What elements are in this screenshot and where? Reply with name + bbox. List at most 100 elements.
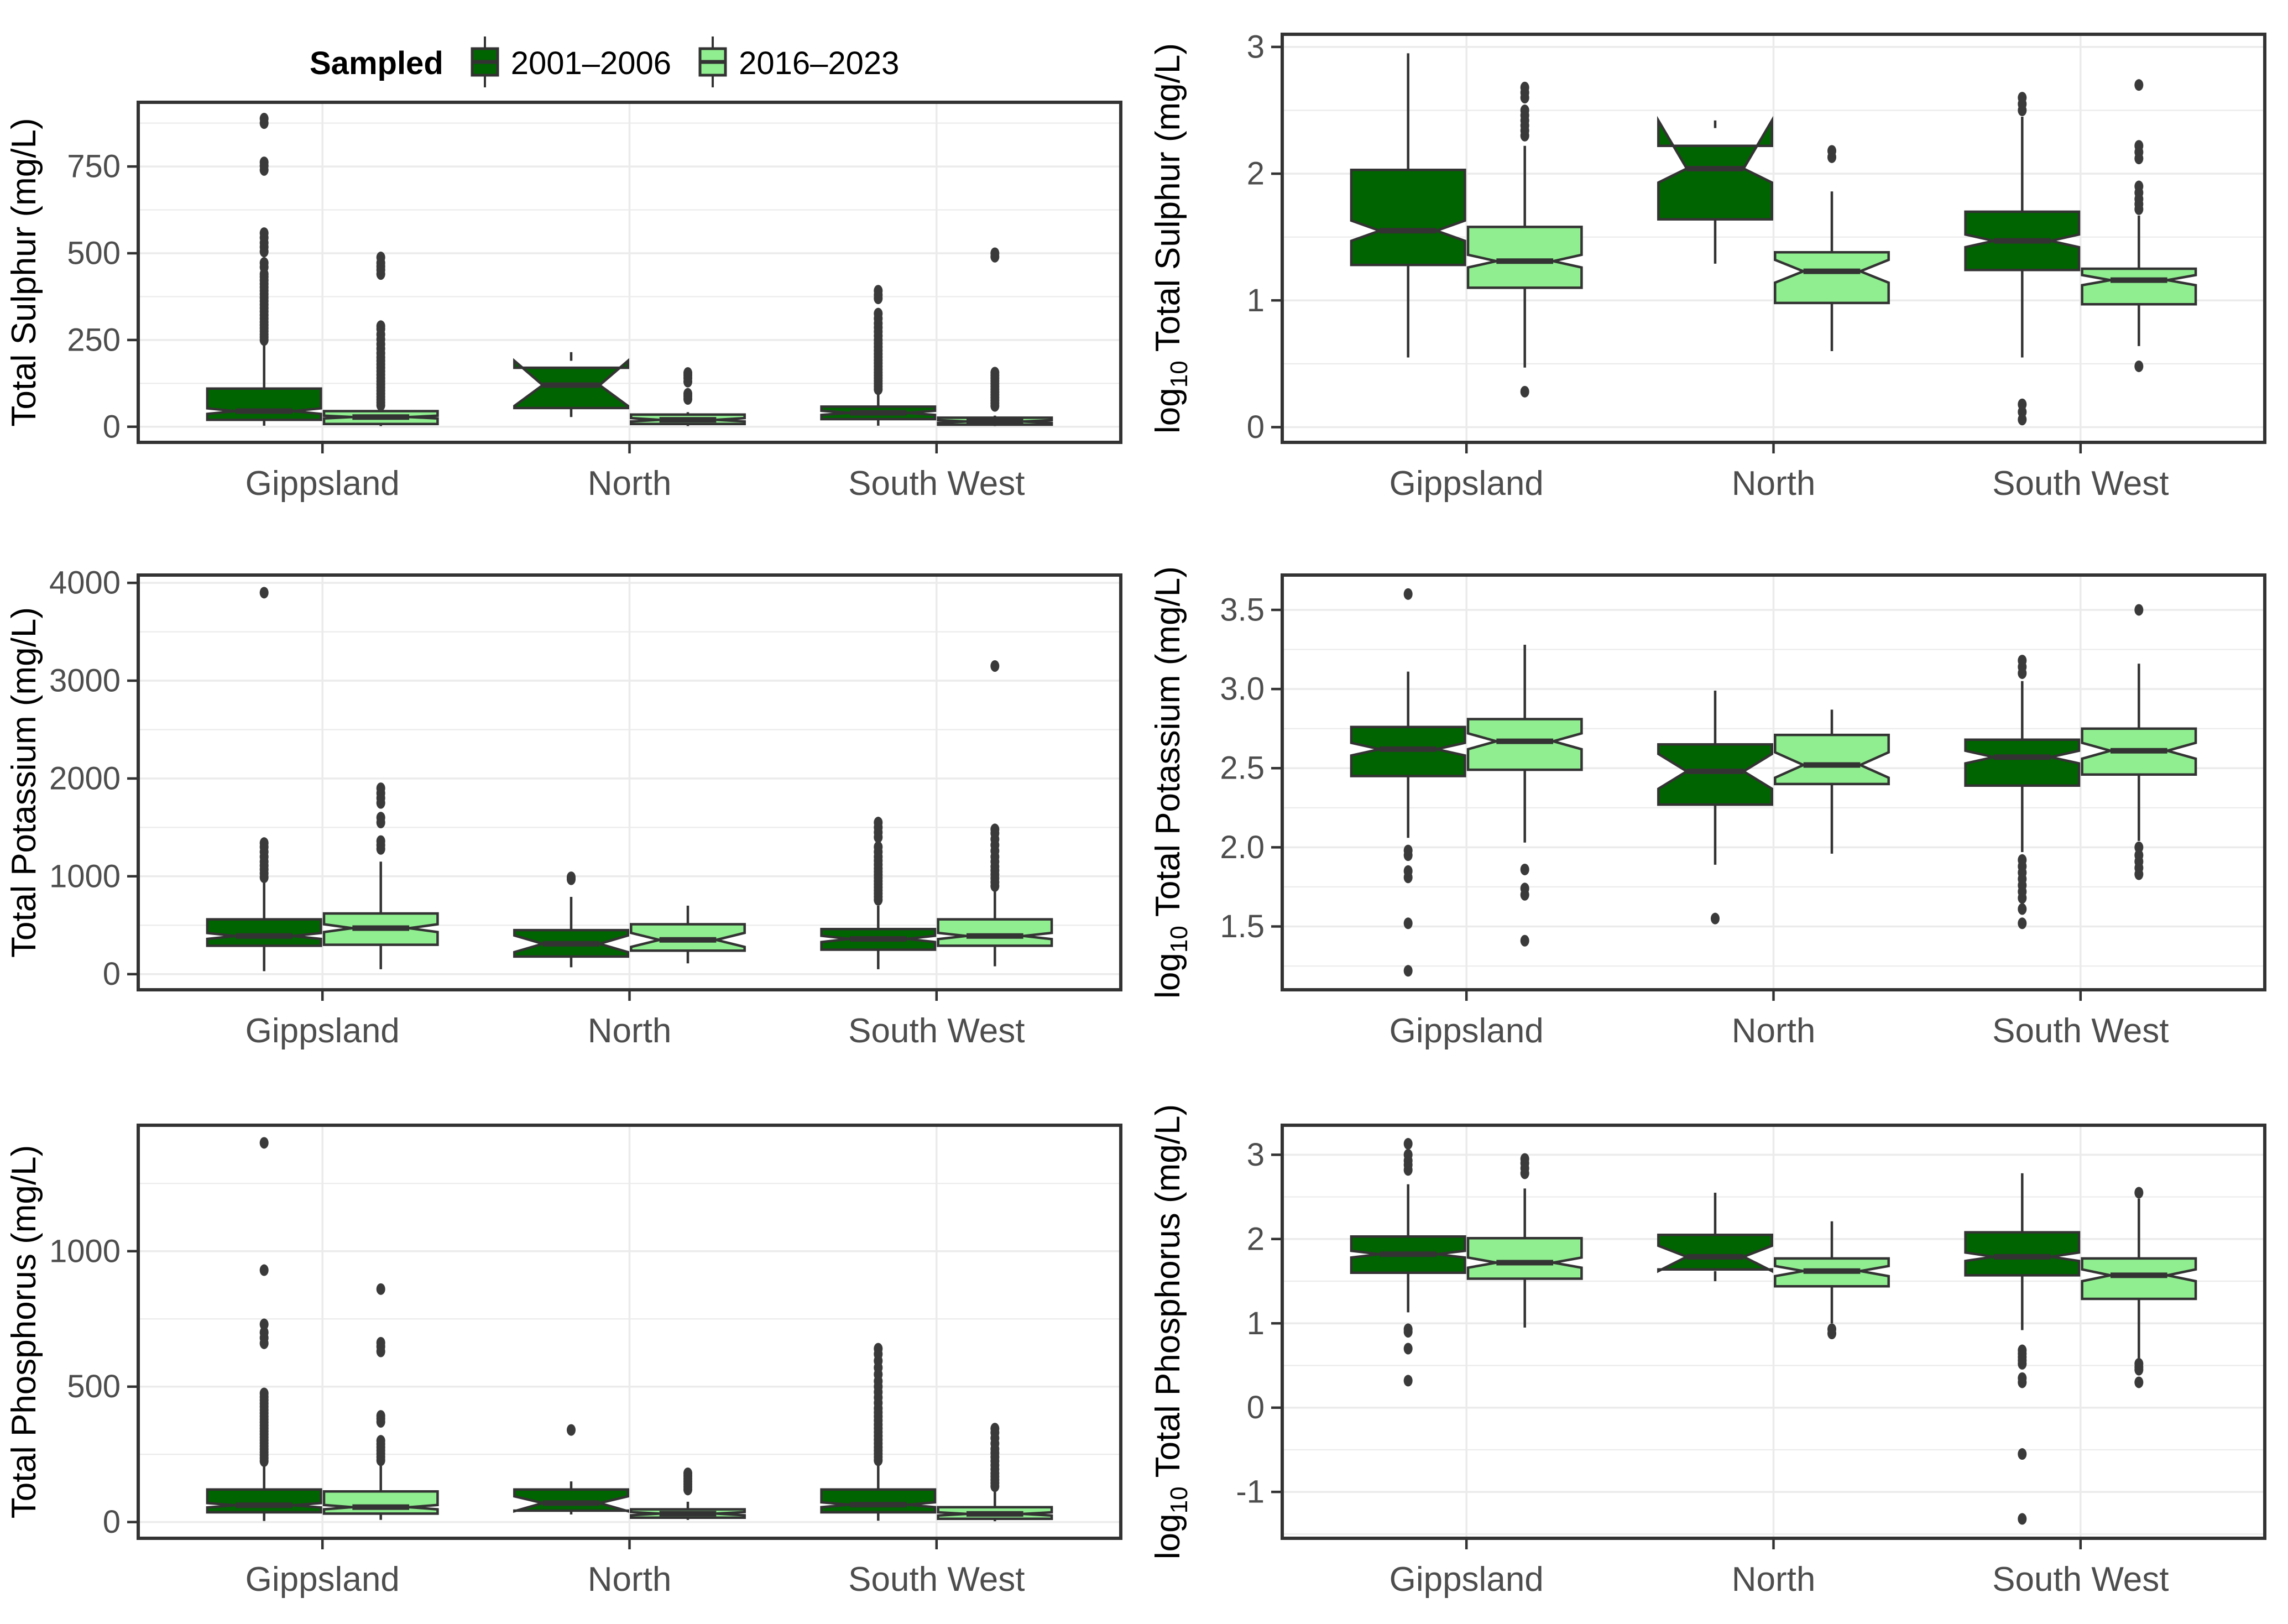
outlier-point (376, 320, 385, 332)
boxplot-box-phosphorus-log-south-west-2001-2006 (1964, 1173, 2081, 1525)
boxplot-box-phosphorus-raw-gippsland-2016-2023 (322, 1283, 439, 1520)
x-tick-label: South West (1992, 464, 2169, 503)
outlier-point (259, 257, 269, 269)
y-axis-title: Total Potassium (mg/L) (5, 607, 43, 958)
notched-box (1657, 743, 1773, 806)
outlier-point (2018, 854, 2027, 866)
x-axis: Gippsland North South West (245, 990, 1025, 1050)
outlier-point (2018, 1448, 2027, 1460)
boxplot-box-sulphur-log-north-2001-2006 (1657, 116, 1773, 264)
y-axis-title: Total Sulphur (mg/L) (5, 118, 43, 426)
chart-phosphorus-log: -1 0 1 2 3 Gippsland North South West log10 Tota… (1149, 1104, 2266, 1599)
outlier-point (2134, 79, 2144, 91)
outlier-point (566, 871, 576, 884)
y-tick-label: 1000 (49, 1233, 121, 1269)
outlier-point (1403, 1148, 1413, 1161)
legend-item-2001-2006: 2001–2006 (469, 34, 671, 92)
y-tick-label: 3.0 (1220, 671, 1265, 707)
y-tick-label: 3 (1247, 29, 1265, 65)
y-axis-title: log10 Total Phosphorus (mg/L) (1149, 1104, 1193, 1559)
x-tick-label: North (588, 1560, 672, 1599)
boxplot-key-icon (697, 34, 729, 92)
boxplot-key-icon (471, 36, 499, 87)
outlier-point (259, 1137, 269, 1149)
y-axis: 1.5 2.0 2.5 3.0 3.5 (1220, 592, 1282, 944)
outlier-point (874, 285, 883, 297)
outlier-point (874, 307, 883, 320)
outlier-point (683, 388, 693, 400)
x-tick-label: Gippsland (1389, 1560, 1544, 1599)
outlier-point (2134, 360, 2144, 372)
outlier-point (2134, 604, 2144, 616)
x-tick-label: North (1732, 464, 1816, 503)
boxplot-box-potassium-raw-north-2001-2006 (513, 871, 629, 968)
outlier-point (259, 1318, 269, 1330)
outlier-point (2018, 398, 2027, 410)
y-tick-label: 750 (67, 149, 121, 185)
outlier-point (1827, 145, 1837, 157)
legend-label: 2001–2006 (510, 45, 672, 81)
outlier-point (2134, 1357, 2144, 1370)
boxplot-box-potassium-log-south-west-2001-2006 (1964, 655, 2081, 930)
outlier-point (2018, 1372, 2027, 1384)
y-tick-label: 2 (1247, 1221, 1265, 1257)
notched-box (206, 1488, 322, 1514)
outlier-point (1403, 1138, 1413, 1150)
outlier-point (376, 1283, 385, 1295)
outlier-point (2134, 1187, 2144, 1199)
y-tick-label: 0 (103, 409, 121, 445)
boxplot-box-sulphur-raw-south-west-2016-2023 (937, 247, 1053, 426)
outlier-point (990, 247, 1000, 259)
gridlines (138, 1125, 1121, 1538)
outlier-point (259, 587, 269, 599)
y-tick-label: 3 (1247, 1137, 1265, 1173)
y-axis-title: log10 Total Sulphur (mg/L) (1149, 43, 1193, 434)
y-axis: -1 0 1 2 3 (1236, 1137, 1282, 1510)
boxplot-box-phosphorus-log-north-2001-2006 (1657, 1192, 1773, 1282)
boxplot-box-phosphorus-raw-north-2016-2023 (630, 1467, 746, 1520)
boxplot-box-potassium-log-gippsland-2001-2006 (1350, 588, 1466, 977)
notched-box (1774, 250, 1890, 305)
x-axis: Gippsland North South West (245, 1538, 1025, 1599)
outlier-point (259, 1264, 269, 1276)
boxplot-box-potassium-raw-south-west-2001-2006 (820, 817, 937, 969)
boxplot-box-potassium-log-south-west-2016-2023 (2081, 604, 2197, 880)
outlier-point (376, 252, 385, 264)
boxplot-box-phosphorus-log-north-2016-2023 (1774, 1221, 1890, 1340)
boxplot-key-icon (698, 36, 727, 87)
boxplot-box-sulphur-raw-south-west-2001-2006 (820, 285, 937, 426)
notched-box (1964, 738, 2081, 787)
x-tick-label: Gippsland (1389, 1012, 1544, 1050)
outlier-point (1403, 1375, 1413, 1387)
y-tick-label: 2.0 (1220, 829, 1265, 865)
outlier-point (1520, 81, 1529, 93)
chart-potassium-raw: 0 1000 2000 3000 4000 Gippsland North South Wes… (5, 565, 1122, 1050)
outlier-point (2018, 1513, 2027, 1525)
legend-title: Sampled (310, 45, 443, 81)
notched-box (1350, 168, 1466, 267)
outlier-point (1403, 917, 1413, 930)
outlier-point (2134, 180, 2144, 192)
outlier-point (1520, 934, 1529, 947)
notched-box (1466, 1237, 1583, 1280)
y-axis: 0 1 2 3 (1247, 29, 1282, 445)
outlier-point (1827, 1323, 1837, 1335)
outlier-point (376, 1435, 385, 1447)
notched-box (206, 387, 322, 421)
boxplot-box-phosphorus-raw-gippsland-2001-2006 (206, 1137, 322, 1521)
outlier-point (2018, 92, 2027, 104)
x-tick-label: Gippsland (1389, 464, 1544, 503)
outlier-point (1710, 912, 1720, 925)
x-tick-label: North (588, 1012, 672, 1050)
y-tick-label: 0 (1247, 409, 1265, 445)
chart-sulphur-log: 0 1 2 3 Gippsland North South West log10 Total … (1149, 29, 2266, 503)
boxplot-box-sulphur-raw-north-2016-2023 (630, 367, 746, 426)
outlier-point (259, 112, 269, 124)
y-tick-label: -1 (1236, 1474, 1265, 1510)
y-tick-label: 3000 (49, 663, 121, 699)
notched-box (1657, 1233, 1773, 1273)
y-tick-label: 4000 (49, 565, 121, 601)
boxplot-key-icon (469, 34, 501, 92)
outlier-point (566, 1424, 576, 1436)
outlier-point (1403, 1343, 1413, 1355)
